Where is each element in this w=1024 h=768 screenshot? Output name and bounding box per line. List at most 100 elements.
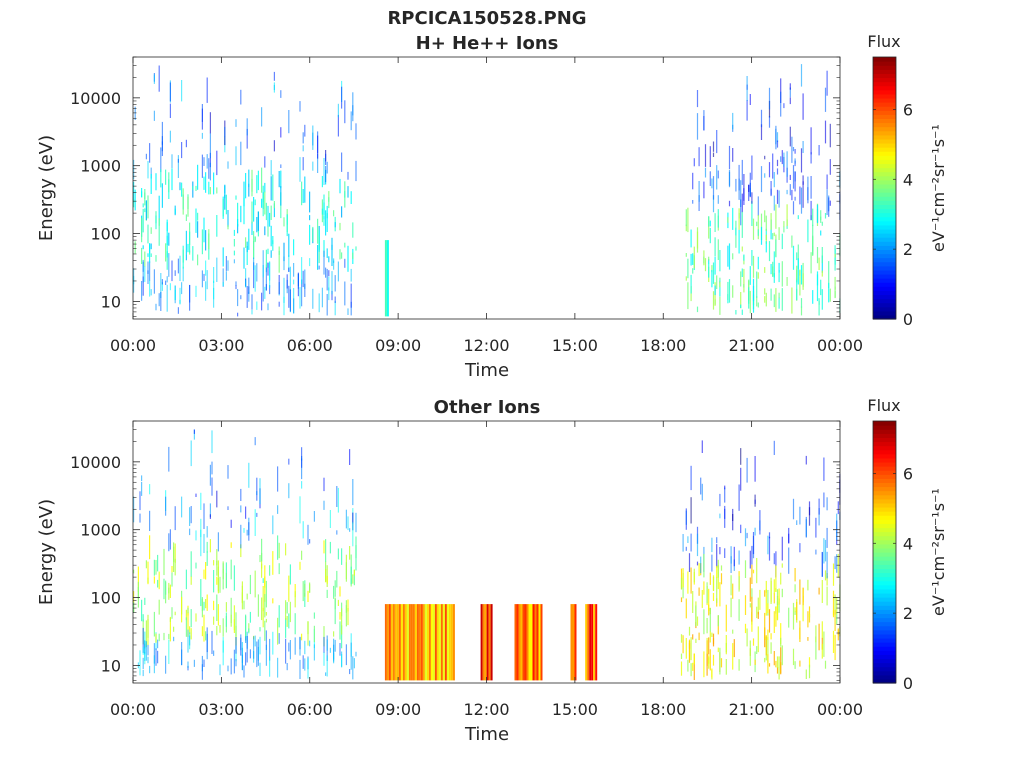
flux-streak — [783, 221, 785, 228]
flux-streak — [701, 483, 703, 501]
flux-streak — [302, 581, 304, 602]
colorbar-swatch — [873, 511, 896, 516]
flux-streak — [815, 517, 817, 538]
colorbar-swatch — [873, 519, 896, 524]
flux-streak — [759, 589, 761, 610]
flux-streak — [802, 93, 804, 120]
flux-streak — [834, 634, 836, 661]
flux-streak — [714, 285, 716, 296]
flux-streak — [776, 596, 779, 620]
flux-streak — [828, 282, 830, 303]
flux-streak — [246, 246, 248, 265]
flux-streak — [778, 297, 780, 309]
flux-streak — [222, 563, 224, 590]
flux-streak — [209, 112, 211, 134]
flux-strip — [446, 604, 449, 681]
flux-streak — [341, 152, 343, 172]
flux-streak — [704, 167, 707, 178]
flux-streak — [331, 237, 333, 250]
flux-streak — [269, 638, 271, 661]
flux-streak — [773, 593, 775, 604]
flux-streak — [211, 630, 213, 654]
colorbar-swatch — [873, 597, 896, 602]
colorbar-swatch — [873, 188, 896, 193]
flux-streak — [741, 268, 743, 277]
flux-streak — [277, 535, 279, 560]
flux-streak — [760, 226, 763, 245]
flux-streak — [812, 208, 814, 227]
panel-other-ions: Other Ions 00:00 03:00 06:00 09:00 12:00 15:00… — [36, 396, 948, 745]
flux-strip — [432, 604, 435, 681]
colorbar-swatch — [873, 273, 896, 279]
flux-streak — [820, 210, 822, 223]
colorbar-frame — [872, 56, 897, 320]
flux-streak — [246, 286, 248, 308]
data-segment — [514, 604, 543, 681]
flux-streak — [341, 86, 343, 109]
flux-streak — [147, 270, 149, 274]
flux-streak — [764, 288, 766, 295]
colorbar-swatch — [873, 253, 896, 259]
flux-streak — [289, 640, 291, 660]
flux-streak — [165, 496, 167, 516]
flux-streak — [283, 242, 285, 262]
flux-streak — [728, 169, 731, 188]
flux-streak — [182, 245, 184, 269]
flux-streak — [693, 568, 695, 583]
flux-streak — [163, 548, 165, 576]
flux-streak — [171, 154, 173, 169]
flux-streak — [735, 227, 737, 236]
flux-streak — [685, 638, 687, 659]
colorbar-swatch — [873, 159, 896, 165]
flux-streak — [711, 270, 713, 288]
flux-streak — [195, 530, 197, 541]
flux-streak — [799, 543, 801, 553]
flux-streak — [144, 631, 146, 655]
flux-streak — [724, 548, 726, 558]
flux-streak — [257, 646, 259, 661]
x-tick-label: 09:00 — [375, 700, 421, 719]
flux-streak — [206, 594, 208, 611]
colorbar-swatch — [873, 102, 896, 107]
flux-streak — [254, 570, 256, 598]
flux-streak — [157, 639, 159, 649]
flux-streak — [277, 617, 279, 645]
flux-streak — [216, 594, 218, 621]
y-tick-label: 100 — [90, 225, 121, 244]
flux-streak — [807, 219, 809, 243]
colorbar-swatch — [873, 531, 896, 537]
flux-streak — [265, 612, 267, 616]
flux-streak — [227, 225, 229, 230]
flux-streak — [754, 456, 756, 482]
flux-streak — [169, 283, 171, 291]
colorbar-swatch — [873, 588, 896, 594]
flux-streak — [334, 598, 336, 625]
flux-streak — [177, 158, 179, 163]
flux-streak — [262, 193, 264, 217]
data-segment — [680, 440, 841, 680]
flux-streak — [829, 288, 831, 302]
flux-streak — [168, 236, 170, 246]
flux-streak — [206, 154, 208, 169]
flux-streak — [224, 126, 226, 137]
flux-streak — [714, 299, 716, 305]
flux-streak — [233, 565, 235, 591]
flux-streak — [756, 271, 758, 298]
flux-streak — [345, 605, 347, 627]
flux-streak — [836, 513, 838, 541]
flux-streak — [153, 74, 155, 84]
flux-streak — [168, 582, 170, 600]
flux-streak — [309, 582, 311, 593]
flux-streak — [302, 521, 304, 539]
flux-streak — [251, 294, 253, 310]
flux-streak — [259, 555, 261, 563]
flux-streak — [765, 589, 767, 616]
flux-streak — [344, 181, 346, 208]
flux-streak — [313, 644, 315, 661]
flux-streak — [765, 292, 767, 307]
flux-streak — [294, 637, 296, 655]
flux-streak — [259, 627, 261, 632]
flux-streak — [262, 250, 264, 276]
flux-streak — [144, 251, 146, 267]
flux-streak — [786, 151, 788, 177]
